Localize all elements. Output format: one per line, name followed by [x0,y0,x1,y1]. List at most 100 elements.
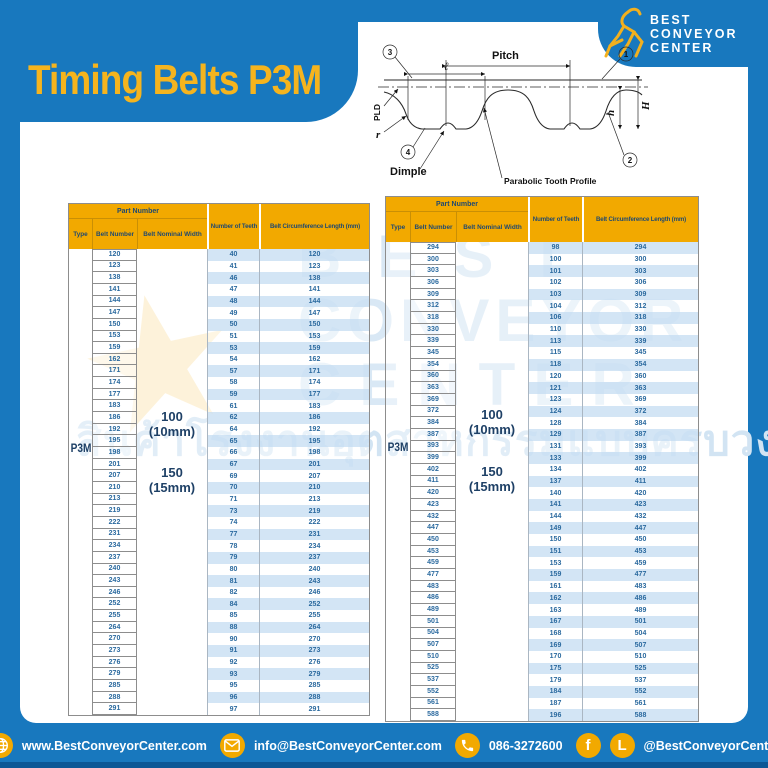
belt-number-cell: 372 [410,405,456,418]
belt-number-cell: 273 [92,645,137,657]
footer-social: f L @BestConveyorCenter [575,733,768,758]
belt-number-cell: 291 [92,703,137,715]
length-cell: 171 [259,365,369,378]
teeth-cell: 100 [528,253,582,266]
length-cell: 501 [582,615,698,628]
teeth-cell: 85 [207,610,259,622]
teeth-cell: 163 [528,604,582,616]
length-cell: 210 [259,481,369,494]
belt-number-cell: 207 [92,470,137,482]
length-cell: 186 [259,412,369,424]
length-cell: 162 [259,353,369,366]
teeth-cell: 124 [528,405,582,418]
belt-number-cell: 453 [410,545,456,558]
length-cell: 393 [582,440,698,453]
belt-number-cell: 222 [92,516,137,529]
diagram-belt-height-label: H [640,101,652,111]
teeth-cell: 71 [207,493,259,506]
belt-number-cell: 537 [410,674,456,686]
length-cell: 123 [259,260,369,273]
teeth-cell: 115 [528,347,582,359]
belt-number-cell: 411 [410,475,456,488]
teeth-cell: 81 [207,575,259,587]
length-cell: 279 [259,668,369,681]
length-cell: 264 [259,621,369,634]
width-100: 100 (10mm) [468,406,516,437]
teeth-cell: 88 [207,621,259,634]
header-belt-nominal-width: Belt Nominal Width [137,219,207,249]
belt-number-cell: 144 [92,295,137,308]
teeth-cell: 175 [528,662,582,675]
length-cell: 504 [582,627,698,640]
length-cell: 150 [259,318,369,331]
belt-number-cell: 255 [92,610,137,622]
belt-number-cell: 279 [92,668,137,681]
width-150: 150 (15mm) [148,464,196,495]
belt-number-cell: 309 [410,288,456,301]
length-cell: 288 [259,691,369,704]
teeth-cell: 95 [207,680,259,692]
diagram-radius-label: r [376,129,381,141]
teeth-cell: 140 [528,487,582,500]
belt-number-cell: 420 [410,487,456,500]
length-cell: 486 [582,592,698,605]
length-cell: 219 [259,505,369,517]
belt-number-cell: 150 [92,318,137,331]
length-cell: 537 [582,674,698,686]
belt-profile-diagram: Pitch ℓ PLD r 3 1 2 4 Dimple Parabolic T… [372,44,652,186]
teeth-cell: 137 [528,475,582,488]
length-cell: 300 [582,253,698,266]
teeth-cell: 104 [528,300,582,313]
teeth-cell: 150 [528,534,582,546]
teeth-cell: 103 [528,288,582,301]
teeth-cell: 62 [207,412,259,424]
length-cell: 477 [582,569,698,581]
diagram-dimple-label: Dimple [390,166,427,178]
length-cell: 369 [582,393,698,406]
belt-number-cell: 183 [92,400,137,413]
belt-number-cell: 246 [92,586,137,599]
belt-number-cell: 303 [410,265,456,278]
teeth-cell: 48 [207,295,259,308]
length-cell: 330 [582,323,698,336]
belt-number-cell: 213 [92,493,137,506]
header-belt-circumference: Belt Circumference Length (mm) [259,204,369,249]
belt-number-cell: 588 [410,709,456,721]
belt-number-cell: 276 [92,656,137,669]
teeth-cell: 47 [207,283,259,296]
diagram-profile-label: Parabolic Tooth Profile [504,176,597,186]
footer-website-text: www.BestConveyorCenter.com [21,738,207,753]
length-cell: 207 [259,470,369,482]
length-cell: 345 [582,347,698,359]
length-cell: 141 [259,283,369,296]
length-cell: 489 [582,604,698,616]
belt-number-cell: 384 [410,417,456,429]
length-cell: 177 [259,388,369,401]
teeth-cell: 151 [528,545,582,558]
diagram-callout-1: 1 [624,50,629,59]
belt-number-cell: 354 [410,358,456,371]
length-cell: 306 [582,277,698,289]
belt-number-cell: 174 [92,377,137,389]
globe-icon [0,733,13,758]
belt-number-cell: 561 [410,697,456,710]
length-cell: 432 [582,510,698,523]
diagram-pitch-label: Pitch [492,50,519,62]
teeth-cell: 77 [207,528,259,541]
teeth-cell: 196 [528,709,582,721]
teeth-cell: 170 [528,650,582,663]
belt-number-cell: 459 [410,557,456,570]
teeth-cell: 161 [528,580,582,593]
teeth-cell: 121 [528,382,582,394]
belt-number-cell: 501 [410,615,456,628]
page-title: Timing Belts P3M [28,56,322,103]
belt-number-cell: 138 [92,272,137,284]
facebook-icon: f [575,733,601,758]
teeth-cell: 92 [207,656,259,669]
length-cell: 243 [259,575,369,587]
width-cell: 100 (10mm) 150 (15mm) [456,242,528,721]
length-cell: 174 [259,377,369,389]
teeth-cell: 102 [528,277,582,289]
logo-line3: CENTER [650,40,714,55]
belt-number-cell: 171 [92,365,137,378]
